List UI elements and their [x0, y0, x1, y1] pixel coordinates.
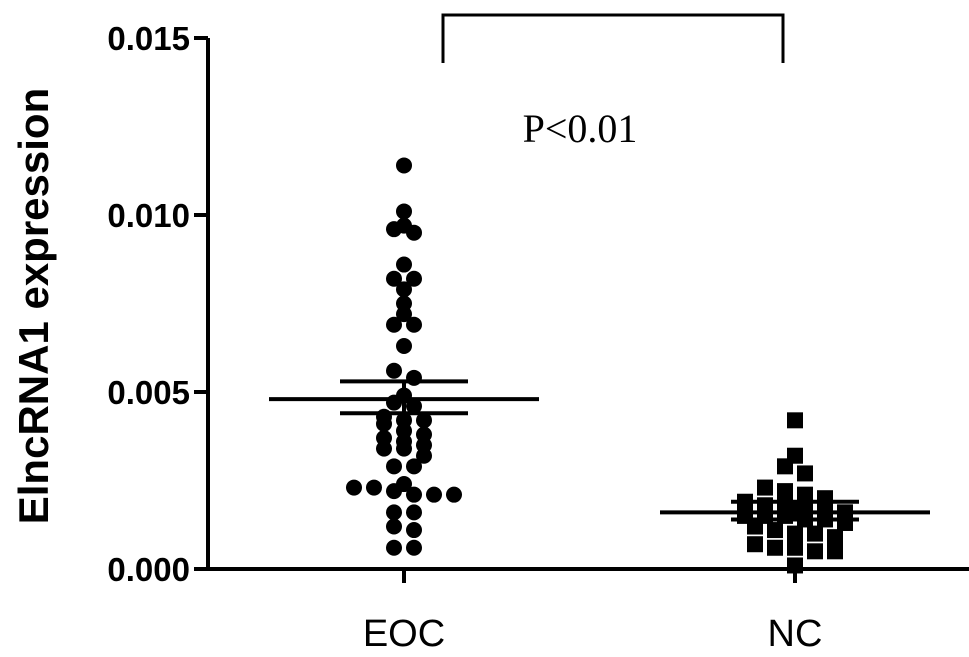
data-point-nc: [787, 539, 803, 556]
y-tick-label: 0.000: [107, 551, 190, 588]
data-point-eoc: [406, 369, 422, 386]
significance-bracket: [441, 13, 785, 63]
data-point-eoc: [386, 362, 402, 379]
data-point-nc: [837, 514, 853, 531]
data-point-eoc: [396, 256, 412, 273]
data-point-nc: [787, 525, 803, 542]
data-point-eoc: [406, 316, 422, 333]
data-point-eoc: [396, 337, 412, 354]
data-point-eoc: [406, 486, 422, 503]
y-tick-label: 0.010: [107, 197, 190, 234]
data-point-eoc: [406, 504, 422, 521]
x-ticks: EOC NC: [363, 569, 823, 655]
data-point-nc: [807, 543, 823, 560]
y-ticks: 0.000 0.005 0.010 0.015: [107, 20, 208, 588]
data-point-nc: [787, 412, 803, 429]
data-point-nc: [767, 522, 783, 539]
data-point-nc: [797, 486, 813, 503]
p-value-annotation: P<0.01: [523, 106, 638, 151]
data-point-eoc: [386, 483, 402, 500]
data-point-eoc: [396, 306, 412, 323]
data-point-eoc: [386, 221, 402, 238]
data-point-eoc: [406, 458, 422, 475]
data-point-eoc: [396, 157, 412, 174]
data-point-eoc: [376, 415, 392, 432]
data-point-eoc: [426, 486, 442, 503]
data-point-nc: [787, 557, 803, 574]
y-tick-label: 0.015: [107, 20, 190, 57]
data-point-nc: [767, 539, 783, 556]
data-point-eoc: [386, 518, 402, 535]
data-point-eoc: [446, 486, 462, 503]
data-point-eoc: [406, 522, 422, 539]
data-point-eoc: [366, 479, 382, 496]
data-point-eoc: [406, 224, 422, 241]
data-point-eoc: [376, 440, 392, 457]
data-point-nc: [747, 518, 763, 535]
data-point-nc: [747, 536, 763, 553]
data-point-nc: [797, 465, 813, 482]
data-point-eoc: [386, 270, 402, 287]
data-points: [346, 157, 853, 574]
data-point-nc: [827, 529, 843, 546]
data-point-eoc: [386, 458, 402, 475]
data-point-nc: [827, 543, 843, 560]
data-point-eoc: [386, 539, 402, 556]
mean-sem-bars: [269, 379, 930, 522]
data-point-eoc: [396, 203, 412, 220]
data-point-eoc: [386, 394, 402, 411]
data-point-eoc: [386, 316, 402, 333]
data-point-eoc: [396, 440, 412, 457]
data-point-eoc: [386, 504, 402, 521]
data-point-eoc: [396, 281, 412, 298]
data-point-eoc: [346, 479, 362, 496]
x-tick-label-nc: NC: [768, 613, 823, 655]
data-point-eoc: [406, 539, 422, 556]
y-axis-label: ElncRNA1 expression: [10, 88, 57, 525]
data-point-nc: [777, 458, 793, 475]
data-point-nc: [807, 525, 823, 542]
x-tick-label-eoc: EOC: [363, 613, 445, 655]
data-point-nc: [757, 479, 773, 496]
data-point-eoc: [406, 398, 422, 415]
data-point-eoc: [416, 412, 432, 429]
y-tick-label: 0.005: [107, 374, 190, 411]
data-point-nc: [777, 507, 793, 524]
data-point-eoc: [406, 270, 422, 287]
data-point-eoc: [416, 447, 432, 464]
data-point-nc: [777, 483, 793, 500]
